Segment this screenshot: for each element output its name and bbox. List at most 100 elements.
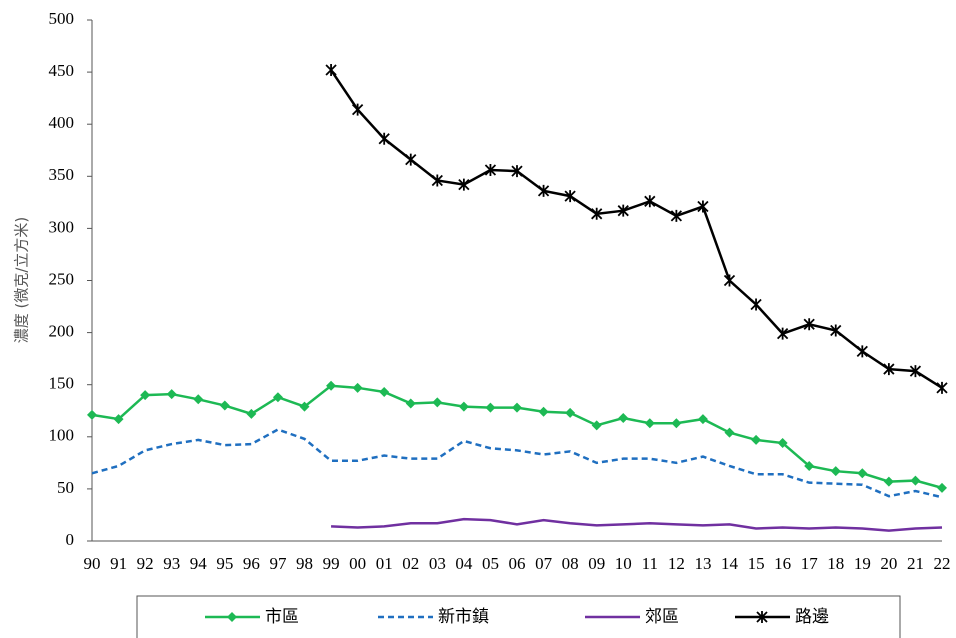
x-tick-label: 17 — [801, 554, 819, 573]
marker — [405, 398, 416, 409]
y-tick-label: 450 — [49, 61, 75, 80]
x-tick-label: 99 — [323, 554, 340, 573]
legend-label: 郊區 — [645, 607, 679, 627]
marker — [219, 400, 230, 411]
x-tick-label: 14 — [721, 554, 739, 573]
x-tick-label: 96 — [243, 554, 260, 573]
y-tick-label: 500 — [49, 9, 75, 28]
marker — [512, 402, 522, 413]
x-tick-label: 01 — [376, 554, 393, 573]
marker — [431, 174, 443, 187]
y-tick-label: 400 — [49, 113, 75, 132]
x-tick-label: 06 — [509, 554, 526, 573]
marker — [670, 209, 683, 222]
marker — [644, 418, 655, 429]
marker — [193, 394, 204, 405]
x-tick-label: 11 — [642, 554, 658, 573]
marker — [883, 476, 894, 487]
marker — [325, 64, 337, 77]
marker — [326, 380, 337, 391]
marker — [857, 468, 868, 479]
marker — [564, 190, 576, 203]
marker — [776, 327, 789, 340]
legend-marker — [227, 612, 237, 622]
x-tick-label: 93 — [163, 554, 180, 573]
x-tick-label: 04 — [455, 554, 473, 573]
marker — [351, 103, 364, 116]
y-tick-label: 350 — [49, 165, 75, 184]
x-tick-label: 16 — [774, 554, 791, 573]
x-tick-label: 90 — [84, 554, 101, 573]
marker — [751, 434, 762, 445]
marker — [617, 204, 629, 217]
marker — [458, 178, 470, 191]
marker — [724, 427, 735, 438]
x-tick-label: 00 — [349, 554, 366, 573]
legend-label: 新市鎮 — [438, 607, 489, 627]
marker — [511, 165, 523, 178]
marker — [299, 401, 310, 412]
y-axis-label: 濃度 (微克/立方米) — [13, 217, 31, 344]
marker — [352, 382, 363, 393]
marker — [538, 406, 549, 417]
marker — [591, 420, 602, 431]
marker — [166, 389, 177, 400]
marker — [432, 397, 443, 408]
series-line — [91, 428, 943, 499]
x-tick-label: 03 — [429, 554, 446, 573]
x-tick-label: 22 — [934, 554, 951, 573]
x-tick-label: 13 — [694, 554, 711, 573]
x-tick-label: 92 — [137, 554, 154, 573]
marker — [485, 402, 496, 413]
marker — [883, 363, 895, 376]
y-tick-label: 0 — [66, 530, 75, 549]
x-tick-label: 97 — [269, 554, 287, 573]
marker — [697, 200, 709, 213]
marker — [830, 324, 842, 337]
x-tick-label: 07 — [535, 554, 553, 573]
series-line — [330, 69, 943, 389]
marker — [750, 298, 762, 311]
marker — [591, 207, 603, 220]
legend-label: 路邊 — [795, 607, 829, 627]
marker — [777, 438, 788, 449]
marker — [803, 318, 815, 331]
x-tick-label: 10 — [615, 554, 632, 573]
marker — [804, 460, 815, 471]
marker — [246, 408, 257, 419]
y-tick-label: 250 — [49, 269, 75, 288]
marker — [856, 345, 868, 358]
marker — [458, 401, 469, 412]
marker — [697, 414, 708, 425]
marker — [910, 475, 921, 486]
marker — [937, 482, 947, 493]
y-tick-label: 150 — [49, 374, 75, 393]
x-tick-label: 20 — [880, 554, 897, 573]
marker — [565, 407, 576, 418]
marker — [644, 195, 656, 208]
marker — [484, 164, 497, 177]
marker — [113, 414, 124, 425]
x-tick-label: 91 — [110, 554, 127, 573]
y-tick-label: 50 — [57, 478, 74, 497]
marker — [140, 390, 151, 401]
series-line — [331, 517, 943, 532]
marker — [272, 392, 283, 403]
x-tick-label: 12 — [668, 554, 685, 573]
x-tick-label: 18 — [827, 554, 844, 573]
series-line — [91, 384, 943, 490]
marker — [936, 381, 948, 394]
x-tick-label: 21 — [907, 554, 924, 573]
x-tick-label: 95 — [216, 554, 233, 573]
x-tick-label: 98 — [296, 554, 313, 573]
x-tick-label: 02 — [402, 554, 419, 573]
marker — [537, 184, 550, 197]
marker — [830, 466, 841, 477]
marker — [87, 409, 97, 420]
y-tick-label: 200 — [49, 322, 75, 341]
marker — [618, 413, 629, 424]
legend-marker — [756, 611, 768, 623]
legend-box — [136, 595, 901, 638]
x-tick-label: 19 — [854, 554, 871, 573]
